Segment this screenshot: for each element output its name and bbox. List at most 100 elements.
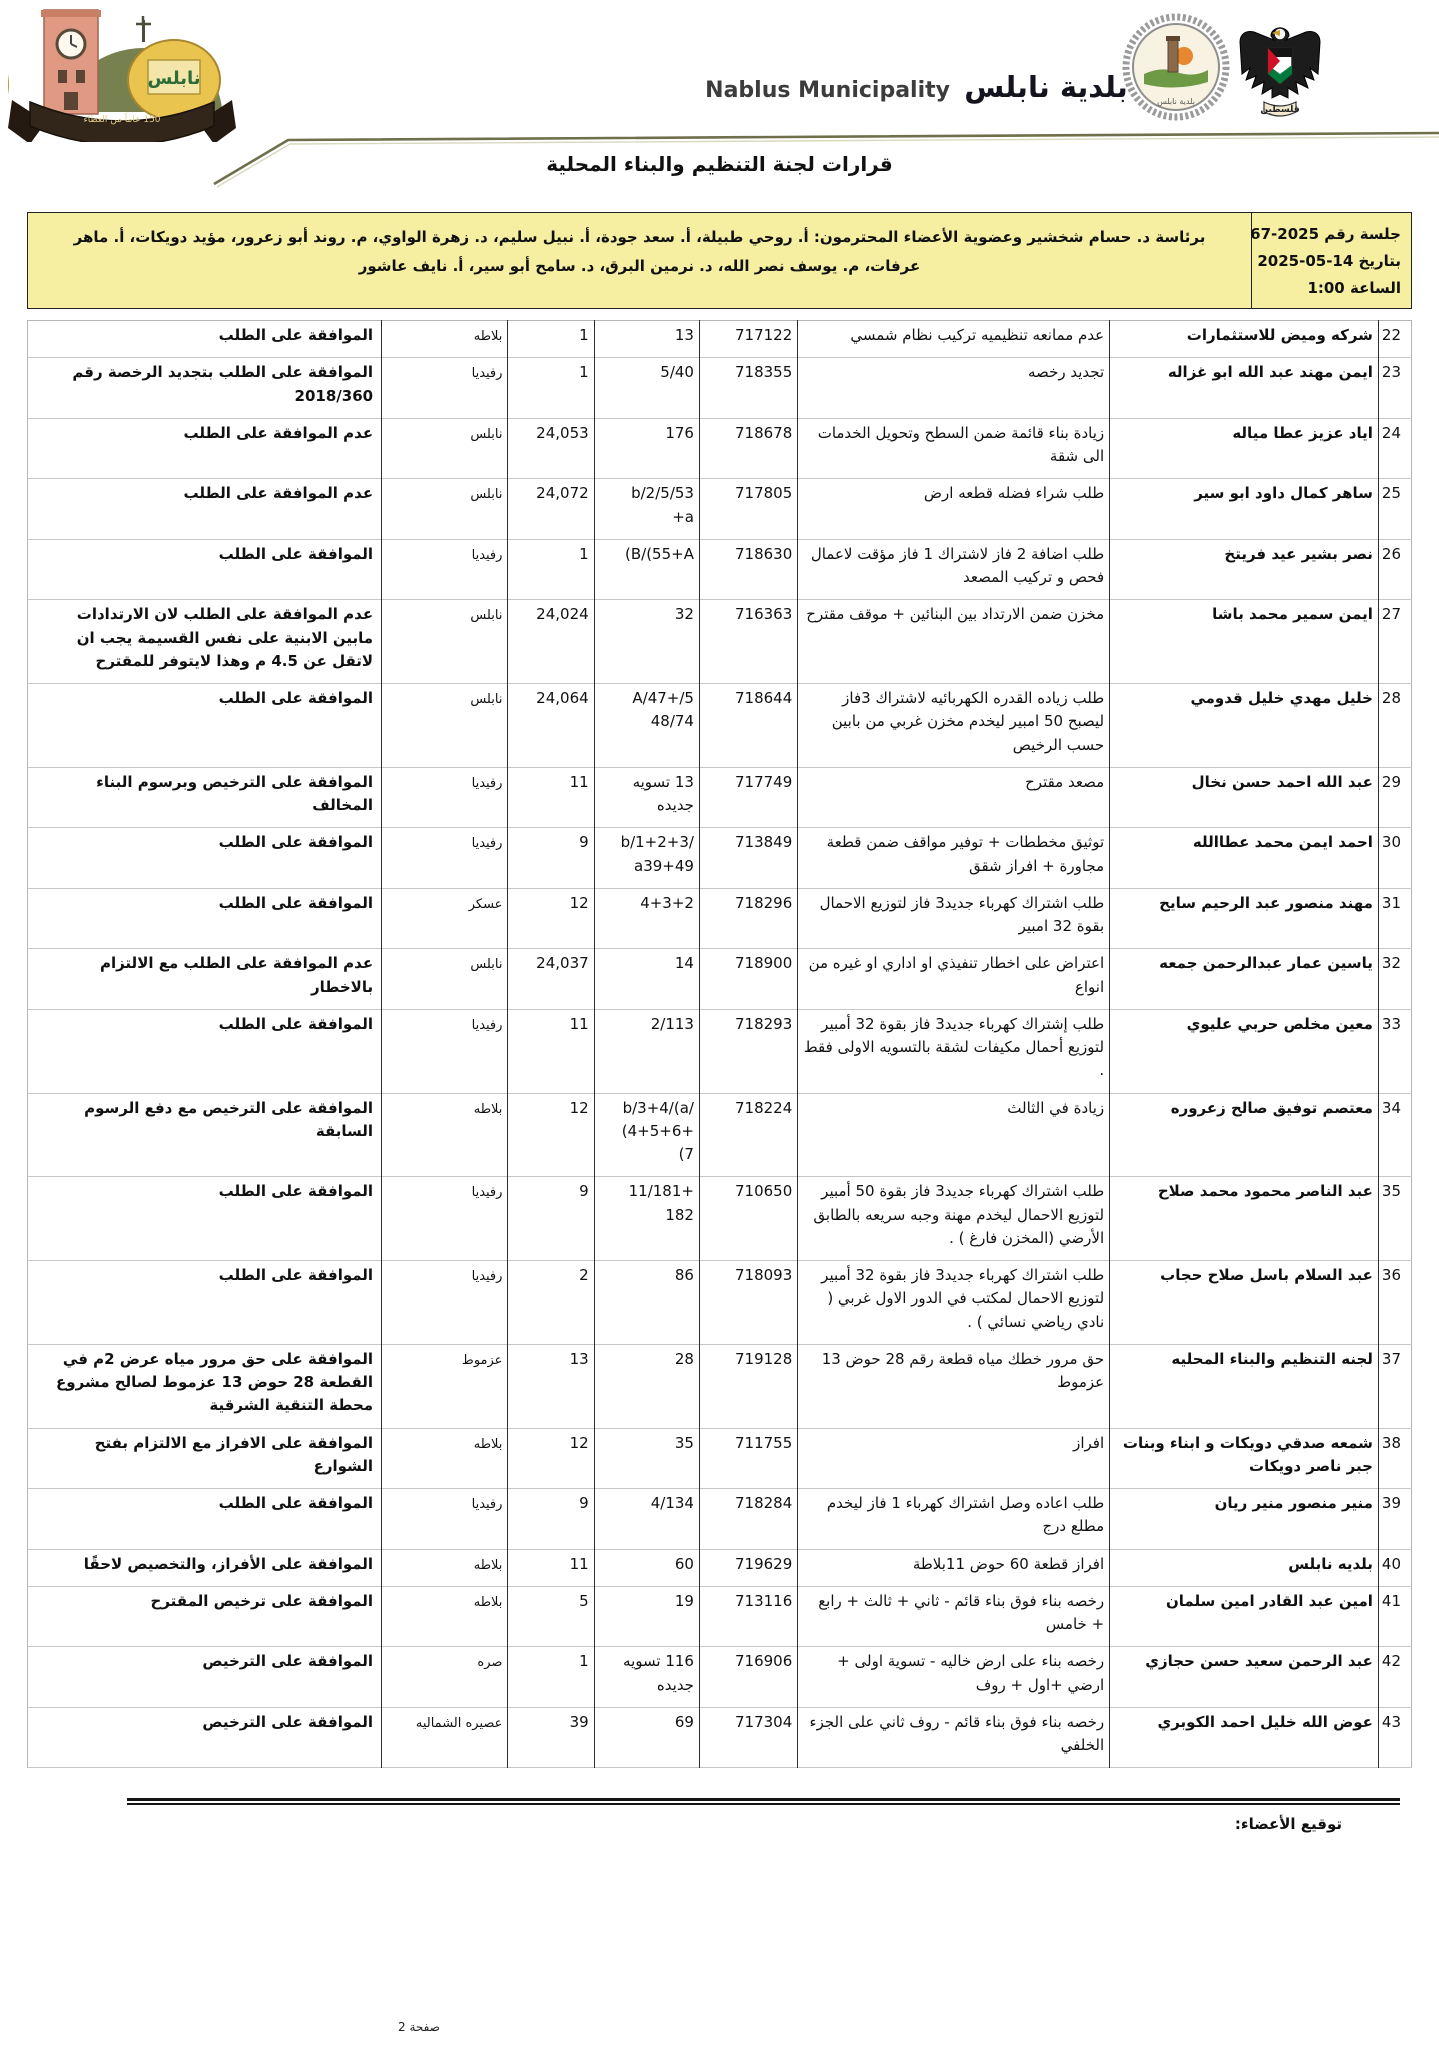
row-number-cell: 30 bbox=[1381, 833, 1401, 852]
row-number-cell: 38 bbox=[1381, 1433, 1401, 1452]
plot-cell: 28 bbox=[594, 1344, 700, 1428]
row-number-cell: 25 bbox=[1381, 484, 1401, 503]
session-date-label: بتاريخ bbox=[1358, 252, 1401, 270]
plot-cell: 5/40 bbox=[594, 357, 700, 419]
file-number-cell: 718284 bbox=[699, 1488, 799, 1549]
session-number-value: 67-2025 bbox=[1250, 225, 1320, 243]
anniversary-caption: 150 عاماً من العطاء bbox=[83, 112, 160, 125]
location-cell: عسكر bbox=[381, 888, 509, 949]
plot-cell: 69 bbox=[594, 1707, 700, 1768]
decision-cell: الموافقة على الترخيص bbox=[27, 1707, 383, 1768]
decision-cell: عدم الموافقة على الطلب لان الارتدادات ما… bbox=[27, 599, 383, 684]
file-number-cell: 718644 bbox=[699, 683, 799, 768]
request-cell: تجديد رخصه bbox=[797, 357, 1111, 419]
request-cell: توثيق مخططات + توفير مواقف ضمن قطعة مجاو… bbox=[797, 827, 1111, 889]
table-row: 40 بلديه نابلس افراز قطعة 60 حوض 11بلاطة… bbox=[27, 1549, 1412, 1587]
block-cell: 13 bbox=[507, 1344, 595, 1428]
decision-cell: الموافقة على الطلب bbox=[27, 1260, 383, 1345]
table-row: 27 ايمن سمير محمد باشا مخزن ضمن الارتداد… bbox=[27, 599, 1412, 684]
applicant-name-cell: امين عبد القادر امين سلمان bbox=[1109, 1586, 1379, 1647]
signature-divider bbox=[127, 1798, 1400, 1806]
plot-cell: 4+3+2 bbox=[594, 888, 700, 949]
file-number-cell: 718630 bbox=[699, 539, 799, 600]
table-row: 34 معتصم توفيق صالح زعروره زيادة في الثا… bbox=[27, 1093, 1412, 1177]
logo-city-name: نابلس bbox=[147, 68, 200, 89]
file-number-cell: 718296 bbox=[699, 888, 799, 949]
block-cell: 12 bbox=[507, 888, 595, 949]
location-cell: رفيديا bbox=[381, 1009, 509, 1093]
location-cell: عزموط bbox=[381, 1344, 509, 1428]
block-cell: 1 bbox=[507, 320, 595, 358]
decisions-table-body: 22 شركه وميض للاستثمارات عدم ممانعه تنظي… bbox=[27, 320, 1412, 1768]
request-cell: مخزن ضمن الارتداد بين البنائين + موقف مق… bbox=[797, 599, 1111, 684]
session-meta: جلسة رقم 67-2025 بتاريخ 2025-05-14 الساع… bbox=[1250, 213, 1411, 308]
block-cell: 1 bbox=[507, 357, 595, 419]
plot-cell: 60 bbox=[594, 1549, 700, 1587]
row-number-cell: 31 bbox=[1381, 893, 1401, 912]
plot-cell: 4/134 bbox=[594, 1488, 700, 1549]
applicant-name-cell: لجنه التنظيم والبناء المحليه bbox=[1109, 1344, 1379, 1428]
brand-name-ar: بلدية نابلس bbox=[964, 70, 1129, 104]
row-number-cell: 27 bbox=[1381, 605, 1401, 624]
file-number-cell: 713849 bbox=[699, 827, 799, 889]
anniversary-150-logo: 150 نابلس 150 عاماً من العطاء bbox=[8, 9, 236, 142]
request-cell: افراز قطعة 60 حوض 11بلاطة bbox=[797, 1549, 1111, 1587]
content-area: جلسة رقم 67-2025 بتاريخ 2025-05-14 الساع… bbox=[27, 212, 1412, 1833]
location-cell: عصيره الشماليه bbox=[381, 1707, 509, 1768]
row-number-cell: 41 bbox=[1381, 1591, 1401, 1610]
decision-cell: الموافقة على الطلب bbox=[27, 1176, 383, 1261]
decision-cell: الموافقة على الطلب bbox=[27, 1488, 383, 1549]
members-signature-label: توقيع الأعضاء: bbox=[1234, 1815, 1342, 1834]
session-date-value: 2025-05-14 bbox=[1257, 252, 1354, 270]
location-cell: بلاطه bbox=[381, 320, 509, 358]
decision-cell: الموافقة على الطلب bbox=[27, 827, 383, 889]
plot-cell: 14 bbox=[594, 948, 700, 1010]
block-cell: 12 bbox=[507, 1428, 595, 1489]
seal-sun bbox=[1175, 47, 1193, 65]
applicant-name-cell: عبد الله احمد حسن نخال bbox=[1109, 767, 1379, 828]
decision-cell: الموافقة على الترخيص مع دفع الرسوم الساب… bbox=[27, 1093, 383, 1177]
row-number-cell: 22 bbox=[1381, 326, 1401, 344]
applicant-name-cell: عبد الرحمن سعيد حسن حجازي bbox=[1109, 1646, 1379, 1708]
row-number-cell: 39 bbox=[1381, 1494, 1401, 1512]
row-number-cell: 24 bbox=[1381, 423, 1401, 442]
decision-cell: الموافقة على الطلب bbox=[27, 683, 383, 768]
table-row: 38 شمعه صدقي دويكات و ابناء وبنات جبر نا… bbox=[27, 1428, 1412, 1489]
decision-cell: الموافقة على الطلب bbox=[27, 1009, 383, 1093]
request-cell: طلب اشتراك كهرباء جديد3 فاز بقوة 32 أمبي… bbox=[797, 1260, 1111, 1345]
table-row: 29 عبد الله احمد حسن نخال مصعد مقترح 717… bbox=[27, 767, 1412, 828]
plot-cell: 2/113 bbox=[594, 1009, 700, 1093]
plot-cell: 11/181+ 182 bbox=[594, 1176, 700, 1261]
file-number-cell: 718093 bbox=[699, 1260, 799, 1345]
block-cell: 12 bbox=[507, 1093, 595, 1177]
session-time-value: 1:00 bbox=[1307, 279, 1345, 297]
decision-cell: الموافقة على الطلب bbox=[27, 320, 383, 358]
location-cell: رفيديا bbox=[381, 1260, 509, 1345]
location-cell: رفيديا bbox=[381, 539, 509, 600]
request-cell: رخصه بناء فوق بناء قائم - ثاني + ثالث + … bbox=[797, 1586, 1111, 1647]
location-cell: بلاطه bbox=[381, 1549, 509, 1587]
request-cell: رخصه بناء على ارض خاليه - تسوية اولى + ا… bbox=[797, 1646, 1111, 1708]
applicant-name-cell: عوض الله خليل احمد الكوبري bbox=[1109, 1707, 1379, 1768]
seal-hills bbox=[1144, 69, 1208, 88]
plot-cell: 13 تسويه جديده bbox=[594, 767, 700, 828]
table-row: 28 خليل مهدي خليل قدومي طلب زياده القدره… bbox=[27, 683, 1412, 768]
decision-cell: الموافقة على ترخيص المقترح bbox=[27, 1586, 383, 1647]
seal-caption: بلدية نابلس bbox=[1157, 97, 1195, 106]
request-cell: طلب إشتراك كهرباء جديد3 فاز بقوة 32 أمبي… bbox=[797, 1009, 1111, 1093]
applicant-name-cell: مهند منصور عبد الرحيم سايح bbox=[1109, 888, 1379, 949]
page-title: قرارات لجنة التنظيم والبناء المحلية bbox=[546, 152, 893, 176]
row-number-cell: 33 bbox=[1381, 1014, 1401, 1033]
plot-cell: (B/(55+A bbox=[594, 539, 700, 600]
plot-cell: 32 bbox=[594, 599, 700, 684]
session-time-label: الساعة bbox=[1349, 279, 1401, 297]
location-cell: نابلس bbox=[381, 478, 509, 540]
applicant-name-cell: معين مخلص حربي عليوي bbox=[1109, 1009, 1379, 1093]
file-number-cell: 717304 bbox=[699, 1707, 799, 1768]
table-row: 22 شركه وميض للاستثمارات عدم ممانعه تنظي… bbox=[27, 320, 1412, 358]
plot-cell: b/1+2+3/ a39+49 bbox=[594, 827, 700, 889]
request-cell: طلب شراء فضله قطعه ارض bbox=[797, 478, 1111, 540]
applicant-name-cell: اياد عزيز عطا مياله bbox=[1109, 418, 1379, 479]
session-number-label: جلسة رقم bbox=[1324, 225, 1401, 243]
decision-cell: الموافقة على الطلب bbox=[27, 539, 383, 600]
